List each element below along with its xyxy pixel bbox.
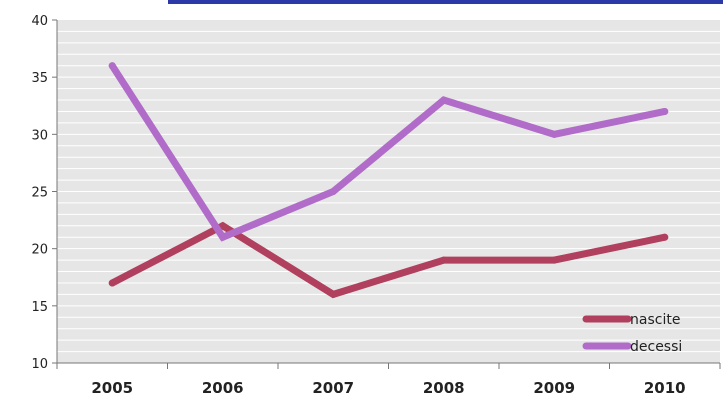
data-point-nascite (550, 256, 558, 264)
y-tick-label: 35 (31, 71, 48, 86)
data-point-decessi (661, 107, 669, 115)
y-tick-label: 40 (31, 14, 48, 29)
y-tick-label: 30 (31, 128, 48, 143)
series-line-nascite (108, 221, 669, 299)
series-lines (108, 62, 669, 299)
legend-label-nascite: nascite (630, 312, 680, 328)
data-point-decessi (550, 130, 558, 138)
x-tick-label: 2006 (202, 379, 244, 397)
x-tick-label: 2010 (644, 379, 686, 397)
data-point-nascite (440, 256, 448, 264)
x-tick-label: 2009 (533, 379, 575, 397)
x-tick-label: 2007 (312, 379, 354, 397)
data-point-nascite (108, 279, 116, 287)
y-tick-label: 15 (31, 300, 48, 315)
data-point-decessi (440, 96, 448, 104)
top-banner (168, 0, 723, 4)
series-line-decessi (108, 62, 669, 242)
x-tick-label: 2005 (91, 379, 133, 397)
y-axis-ticks: 10 15 20 25 30 35 40 (31, 14, 57, 372)
data-point-decessi (219, 233, 227, 241)
legend: nascite decessi (582, 312, 682, 355)
x-axis-ticks: 2005 2006 2007 2008 2009 2010 (56, 363, 721, 397)
y-tick-label: 25 (31, 186, 48, 201)
y-tick-label: 10 (31, 357, 48, 372)
data-point-nascite (219, 222, 227, 230)
gridlines (57, 30, 720, 353)
legend-label-decessi: decessi (630, 339, 682, 355)
y-tick-label: 20 (31, 243, 48, 258)
data-point-decessi (108, 62, 116, 70)
data-point-nascite (329, 290, 337, 298)
data-point-decessi (329, 188, 337, 195)
x-tick-label: 2008 (423, 379, 465, 397)
data-point-nascite (661, 233, 669, 241)
